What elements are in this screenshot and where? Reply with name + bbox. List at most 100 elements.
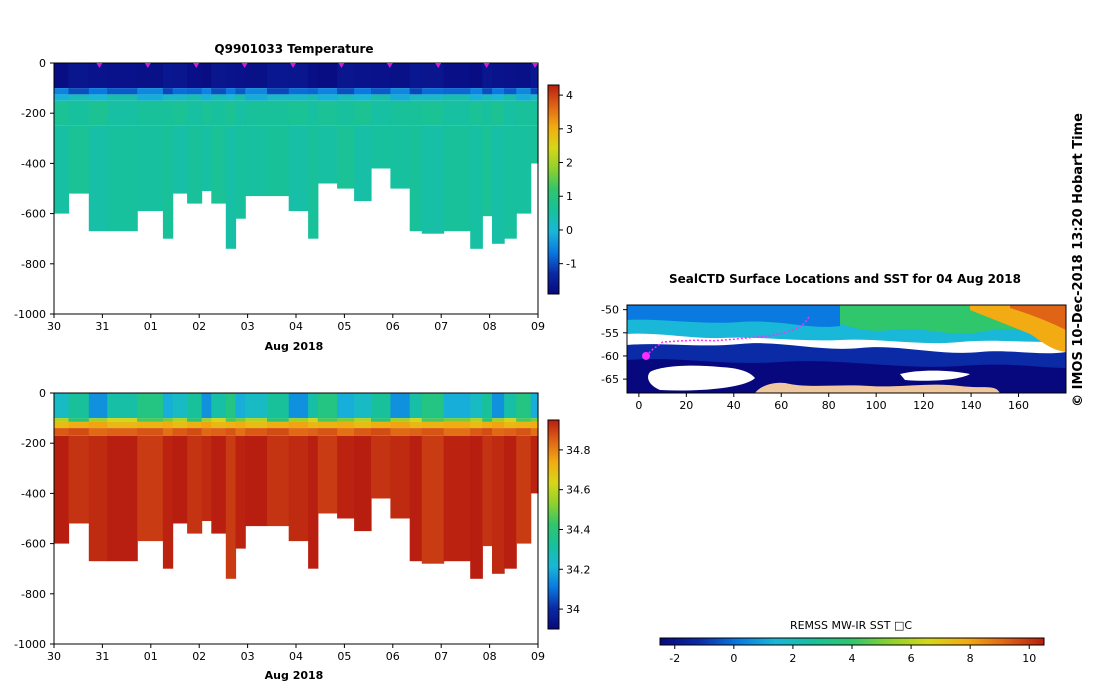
y-tick-label: -1000 <box>14 638 46 651</box>
profile-cell <box>107 393 138 419</box>
profile-cell <box>137 63 164 89</box>
temperature-colorbar <box>547 84 560 295</box>
profile-cell <box>443 88 471 95</box>
x-tick-label: 03 <box>241 650 255 663</box>
x-tick-label: 08 <box>483 650 497 663</box>
y-tick-label: -600 <box>21 538 46 551</box>
map-y-tick-label: -65 <box>601 373 619 386</box>
map-x-tick-label: 100 <box>866 399 887 412</box>
map-x-tick-label: 20 <box>679 399 693 412</box>
profile-cell <box>245 421 268 429</box>
sst-band-hot <box>1010 305 1066 330</box>
salinity-plot-area <box>54 393 539 579</box>
profile-cell <box>409 125 423 232</box>
profile-cell <box>516 88 532 95</box>
profile-cell <box>409 100 423 126</box>
profile-cell <box>88 125 108 232</box>
profile-cell <box>107 100 138 126</box>
profile-cell <box>201 94 212 101</box>
profile-cell <box>482 63 493 89</box>
profile-cell <box>201 393 212 419</box>
profile-cell <box>530 418 539 422</box>
profile-cell <box>530 125 539 164</box>
map-x-tick-label: 140 <box>961 399 982 412</box>
profile-cell <box>137 88 164 95</box>
profile-cell <box>162 94 174 101</box>
profile-cell <box>516 428 532 436</box>
x-tick-label: 03 <box>241 320 255 333</box>
profile-cell <box>211 418 227 422</box>
profile-cell <box>421 100 445 126</box>
salinity-x-label: Aug 2018 <box>265 669 324 682</box>
profile-cell <box>54 393 70 419</box>
profile-cell <box>390 94 411 101</box>
profile-cell <box>504 94 517 101</box>
profile-cell <box>267 435 290 527</box>
profile-cell <box>107 88 138 95</box>
profile-cell <box>504 428 517 436</box>
profile-cell <box>88 435 108 562</box>
x-tick-label: 07 <box>434 650 448 663</box>
x-tick-label: 30 <box>47 320 61 333</box>
profile-cell <box>482 393 493 419</box>
profile-cell <box>225 63 237 89</box>
profile-cell <box>137 428 164 436</box>
profile-cell <box>337 100 355 126</box>
map-y-tick-label: -55 <box>601 327 619 340</box>
profile-cell <box>225 88 237 95</box>
profile-cell <box>371 63 391 89</box>
temperature-colorbar-ticks: -1 0 1 2 3 4 <box>559 89 577 271</box>
map-x-tick-label: 160 <box>1008 399 1029 412</box>
profile-cell <box>235 428 246 436</box>
profile-cell <box>409 393 423 419</box>
profile-cell <box>470 418 483 422</box>
profile-cell <box>68 418 90 422</box>
profile-cell <box>88 418 108 422</box>
y-tick-label: -800 <box>21 588 46 601</box>
profile-cell <box>88 428 108 436</box>
x-tick-label: 02 <box>192 650 206 663</box>
profile-cell <box>516 435 532 544</box>
profile-cell <box>187 418 203 422</box>
profile-cell <box>267 100 290 126</box>
imos-timestamp-label: © IMOS 10-Dec-2018 13:20 Hobart Time <box>1071 113 1086 407</box>
temperature-title: Q9901033 Temperature <box>214 42 373 56</box>
sst-colorbar <box>659 637 1045 646</box>
x-tick-label: 06 <box>386 320 400 333</box>
y-tick-label: -800 <box>21 258 46 271</box>
profile-cell <box>245 88 268 95</box>
profile-cell <box>235 94 246 101</box>
x-tick-label: 01 <box>144 650 158 663</box>
profile-cell <box>530 94 539 101</box>
profile-cell <box>107 94 138 101</box>
temperature-plot-area <box>54 63 539 249</box>
profile-marker <box>241 63 248 68</box>
profile-cell <box>172 421 188 429</box>
profile-cell <box>530 393 539 419</box>
profile-cell <box>409 421 423 429</box>
profile-cell <box>492 418 505 422</box>
profile-cell <box>337 421 355 429</box>
profile-cell <box>492 125 505 244</box>
profile-cell <box>337 428 355 436</box>
profile-marker <box>435 63 442 68</box>
temperature-x-axis: 30 31 01 02 03 04 05 06 07 08 09 <box>47 314 545 333</box>
profile-cell <box>187 435 203 534</box>
profile-cell <box>211 100 227 126</box>
profile-cell <box>172 418 188 422</box>
profile-cell <box>482 100 493 126</box>
profile-cell <box>211 88 227 95</box>
y-tick-label: -400 <box>21 157 46 170</box>
profile-cell <box>390 125 411 189</box>
profile-cell <box>245 94 268 101</box>
profile-cell <box>443 94 471 101</box>
profile-cell <box>390 393 411 419</box>
profile-cell <box>337 125 355 189</box>
profile-cell <box>492 393 505 419</box>
profile-cell <box>354 428 372 436</box>
profile-cell <box>337 88 355 95</box>
profile-cell <box>88 100 108 126</box>
profile-cell <box>530 435 539 494</box>
profile-cell <box>137 125 164 212</box>
profile-cell <box>317 393 338 419</box>
